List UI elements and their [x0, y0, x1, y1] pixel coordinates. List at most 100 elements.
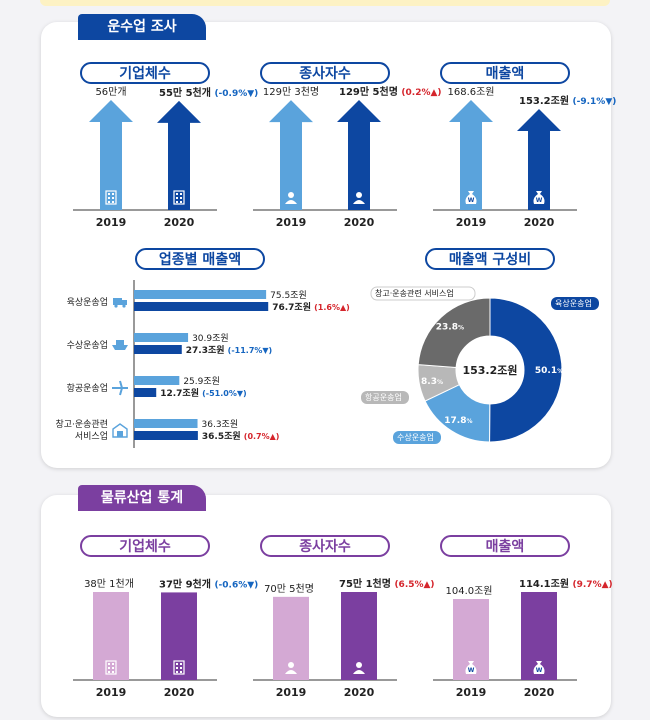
logistics-year-label: 2020: [164, 686, 195, 699]
transport-year-label: 2019: [96, 216, 127, 229]
composition-donut-chart: 50.1% 육상운송업 17.8% 수상운송업 8.3% 항공운송업 23.8% 창고·운송관…: [361, 286, 599, 444]
logistics-section-title: 물류산업 통계: [78, 485, 206, 511]
transport-panel-title-2: 종사자수: [260, 62, 390, 84]
transport-arrow-0-1: [157, 100, 201, 210]
industry-bar-0-0: [134, 290, 267, 299]
industry-category-label: 수상운송업: [67, 340, 108, 351]
donut-percent-label: 17.8%: [444, 416, 472, 426]
industry-value-label: 36.3조원: [202, 419, 239, 430]
transport-value-label: 153.2조원 (-9.1%▼): [519, 94, 616, 107]
logistics-bar-0-1: [161, 592, 197, 680]
transport-year-label: 2020: [524, 216, 555, 229]
donut-callout-bg-2: [361, 391, 409, 404]
up-arrow-icon: ▲): [602, 580, 613, 590]
transport-value-label: 55만 5천개 (-0.9%▼): [159, 86, 258, 99]
industry-value-label: 27.3조원 (-11.7%▼): [186, 344, 272, 356]
transport-arrow-charts: 2019 56만개 2020 55만 5천개 (-0.9%▼) 2019 129만 3천명…: [73, 85, 616, 229]
logistics-panel-title-2: 종사자수: [260, 535, 390, 557]
down-arrow-icon: ▼): [247, 580, 258, 590]
logistics-year-label: 2019: [276, 686, 307, 699]
donut-percent-label: 8.3%: [421, 377, 443, 387]
logistics-year-label: 2020: [344, 686, 375, 699]
donut-center-label: 153.2조원: [462, 363, 517, 377]
industry-value-label: 25.9조원: [183, 376, 220, 387]
industry-value-label: 12.7조원 (-51.0%▼): [160, 387, 246, 399]
transport-year-label: 2019: [456, 216, 487, 229]
donut-category-label: 항공운송업: [365, 393, 402, 402]
top-strip: [40, 0, 610, 6]
up-arrow-icon: ▲): [424, 580, 435, 590]
donut-category-label: 수상운송업: [397, 432, 434, 442]
warehouse-icon: [112, 423, 128, 438]
logistics-year-label: 2019: [456, 686, 487, 699]
industry-category-label: 육상운송업: [67, 297, 108, 308]
money-bag-icon: W: [465, 191, 477, 204]
person-icon: [285, 662, 297, 674]
transport-arrow-2-0: [449, 100, 493, 210]
industry-bar-1-0: [134, 333, 189, 342]
donut-slice-0: [489, 297, 563, 443]
logistics-value-label: 70만 5천명: [264, 583, 314, 595]
down-arrow-icon: ▼): [247, 89, 258, 99]
donut-category-label: 창고·운송관련 서비스업: [375, 288, 454, 298]
industry-value-label: 30.9조원: [192, 333, 229, 344]
logistics-panel-title-3: 매출액: [440, 535, 570, 557]
industry-bar-0-1: [134, 302, 269, 311]
svg-text:W: W: [536, 197, 543, 204]
person-icon: [353, 662, 365, 674]
transport-section-title: 운수업 조사: [78, 14, 206, 40]
industry-value-label: 36.5조원 (0.7%▲): [202, 430, 280, 442]
down-arrow-icon: ▼): [605, 97, 616, 107]
truck-icon: [113, 298, 127, 308]
industry-bar-1-1: [134, 345, 182, 354]
svg-text:W: W: [536, 667, 543, 674]
building-icon: [105, 660, 117, 675]
donut-percent-label: 50.1%: [535, 366, 563, 376]
logistics-value-label: 114.1조원 (9.7%▲): [519, 577, 613, 590]
industry-bar-2-1: [134, 388, 157, 397]
money-bag-icon: W: [533, 191, 545, 204]
donut-callout-bg-1: [393, 431, 441, 444]
money-bag-icon: W: [465, 661, 477, 674]
transport-arrow-0-0: [89, 100, 133, 210]
transport-value-label: 168.6조원: [447, 86, 494, 98]
industry-category-label: 창고·운송관련 서비스업: [55, 419, 108, 442]
person-icon: [353, 192, 365, 204]
industry-value-label: 76.7조원 (1.6%▲): [272, 301, 350, 313]
industry-bar-2-0: [134, 376, 180, 385]
transport-value-label: 56만개: [95, 86, 126, 98]
up-arrow-icon: ▲): [430, 88, 441, 98]
person-icon: [285, 192, 297, 204]
transport-year-label: 2020: [344, 216, 375, 229]
money-bag-icon: W: [533, 661, 545, 674]
composition-chart-title: 매출액 구성비: [425, 248, 555, 270]
down-arrow-icon: ▼): [262, 346, 272, 355]
logistics-value-label: 38만 1천개: [84, 578, 134, 590]
building-icon: [105, 190, 117, 205]
logistics-year-label: 2019: [96, 686, 127, 699]
donut-callout-bg-0: [551, 297, 599, 310]
logistics-panel-title-1: 기업체수: [80, 535, 210, 557]
logistics-value-label: 104.0조원: [445, 585, 492, 597]
building-icon: [173, 190, 185, 205]
industry-bar-3-1: [134, 431, 198, 440]
transport-panel-title-1: 기업체수: [80, 62, 210, 84]
airplane-icon: [112, 380, 128, 396]
svg-text:W: W: [468, 667, 475, 674]
up-arrow-icon: ▲): [270, 432, 280, 441]
industry-category-label: 항공운송업: [67, 383, 108, 394]
logistics-value-label: 75만 1천명 (6.5%▲): [339, 577, 435, 590]
transport-value-label: 129만 5천명 (0.2%▲): [339, 85, 442, 98]
logistics-value-label: 37만 9천개 (-0.6%▼): [159, 577, 258, 590]
down-arrow-icon: ▼): [237, 389, 247, 398]
logistics-year-label: 2020: [524, 686, 555, 699]
transport-arrow-1-1: [337, 100, 381, 210]
transport-year-label: 2020: [164, 216, 195, 229]
building-icon: [173, 660, 185, 675]
transport-year-label: 2019: [276, 216, 307, 229]
industry-bar-3-0: [134, 419, 198, 428]
donut-slice-3: [417, 297, 491, 368]
donut-percent-label: 23.8%: [436, 323, 464, 333]
